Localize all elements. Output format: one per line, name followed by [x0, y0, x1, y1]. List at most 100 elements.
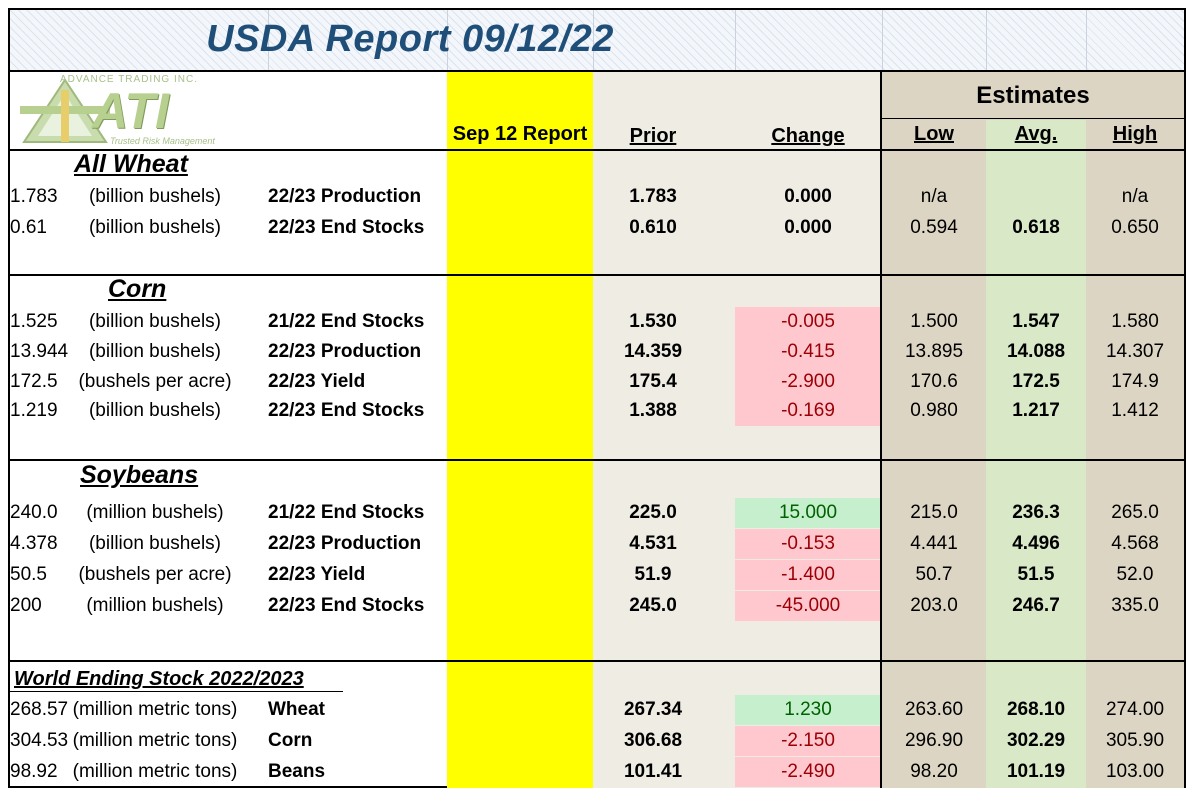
cell-report: 0.61 — [10, 217, 47, 238]
cell-high: 0.650 — [1111, 217, 1159, 238]
cell-unit: (billion bushels) — [88, 311, 221, 332]
cell-prior: 225.0 — [629, 502, 677, 523]
cell-prior: 1.530 — [629, 311, 677, 332]
cell-prior: 306.68 — [623, 730, 683, 751]
cell-prior: 101.41 — [623, 761, 683, 782]
table-row: (billion bushels) 22/23 Production 13.944 1… — [10, 337, 1184, 367]
cell-change: -1.400 — [735, 560, 881, 590]
ati-triangle-icon — [20, 78, 110, 143]
corn-section-rule — [10, 459, 1184, 461]
cell-low: 4.441 — [910, 533, 958, 554]
cell-avg: 0.618 — [1012, 217, 1060, 238]
table-row: (million bushels) 22/23 End Stocks 200 245.… — [10, 591, 1184, 621]
cell-avg: 236.3 — [1012, 502, 1060, 523]
cell-high: 305.90 — [1105, 730, 1165, 751]
cell-high: 52.0 — [1116, 564, 1154, 585]
cell-low: 1.500 — [910, 311, 958, 332]
table-row: (billion bushels) 22/23 Production 4.378 4.… — [10, 529, 1184, 559]
usda-report-table: USDA Report 09/12/22 ADVANCE TRADING INC… — [8, 8, 1186, 788]
cell-label: 22/23 End Stocks — [268, 400, 425, 421]
cell-label: 22/23 End Stocks — [268, 595, 425, 616]
cell-high: 335.0 — [1111, 595, 1159, 616]
cell-label: 22/23 Yield — [268, 371, 366, 392]
cell-avg: 268.10 — [1006, 699, 1066, 720]
cell-report: 200 — [10, 595, 42, 616]
cell-change: -2.900 — [735, 367, 881, 397]
high-header: High — [1112, 123, 1158, 145]
section-corn: Corn — [108, 275, 167, 303]
cell-avg: 172.5 — [1012, 371, 1060, 392]
table-row: (million metric tons) Corn 304.53 306.68 -2.… — [10, 726, 1184, 756]
table-row: (million metric tons) Beans 98.92 101.41 -2.… — [10, 757, 1184, 787]
estimates-subheader-line — [882, 118, 1184, 119]
cell-unit: (million metric tons) — [72, 730, 238, 751]
section-all-wheat: All Wheat — [74, 150, 188, 178]
table-row: (billion bushels) 22/23 Production 1.783 1.… — [10, 182, 1184, 212]
cell-report: 1.525 — [10, 311, 58, 332]
cell-avg: 1.217 — [1012, 400, 1060, 421]
cell-report: 50.5 — [10, 564, 47, 585]
cell-avg: 4.496 — [1012, 533, 1060, 554]
cell-unit: (million metric tons) — [72, 699, 238, 720]
cell-unit: (million bushels) — [86, 595, 224, 616]
cell-avg: 101.19 — [1006, 761, 1066, 782]
cell-change: -45.000 — [735, 591, 881, 621]
cell-change: -2.150 — [735, 726, 881, 756]
cell-prior: 245.0 — [629, 595, 677, 616]
cell-label: 21/22 End Stocks — [268, 311, 425, 332]
cell-change: 1.230 — [735, 695, 881, 725]
cell-high: 274.00 — [1105, 699, 1165, 720]
cell-low: 13.895 — [904, 341, 964, 362]
avg-column-fill — [986, 120, 1086, 788]
cell-change: 15.000 — [735, 498, 881, 528]
cell-high: 1.412 — [1111, 400, 1159, 421]
cell-low: 203.0 — [910, 595, 958, 616]
cell-change: 0.000 — [784, 186, 832, 207]
cell-prior: 4.531 — [629, 533, 677, 554]
section-world-ending-stock: World Ending Stock 2022/2023 — [14, 668, 304, 690]
estimates-header: Estimates — [976, 82, 1090, 109]
cell-prior: 267.34 — [623, 699, 683, 720]
section-soybeans: Soybeans — [80, 461, 199, 489]
cell-unit: (million bushels) — [86, 502, 224, 523]
prior-header: Prior — [629, 125, 677, 147]
cell-unit: (billion bushels) — [88, 186, 221, 207]
cell-low: 296.90 — [904, 730, 964, 751]
cell-report: 13.944 — [10, 341, 69, 362]
change-header: Change — [771, 125, 845, 147]
cell-low: n/a — [920, 186, 948, 207]
cell-label: 22/23 Production — [268, 341, 422, 362]
world-title-underline — [10, 691, 343, 692]
cell-low: 215.0 — [910, 502, 958, 523]
cell-avg: 1.547 — [1012, 311, 1060, 332]
table-row: (bushels per acre) 22/23 Yield 50.5 51.9 -1.… — [10, 560, 1184, 590]
cell-report: 172.5 — [10, 371, 58, 392]
low-header: Low — [914, 123, 954, 145]
cell-prior: 51.9 — [634, 564, 672, 585]
cell-low: 0.594 — [910, 217, 958, 238]
wheat-section-rule — [10, 274, 1184, 276]
cell-avg — [986, 182, 1086, 212]
page-title: USDA Report 09/12/22 — [206, 18, 614, 60]
table-row: (billion bushels) 22/23 End Stocks 1.219 1.… — [10, 396, 1184, 426]
cell-report: 268.57 — [10, 699, 69, 720]
cell-high: 174.9 — [1111, 371, 1159, 392]
report-column-fill — [447, 72, 593, 788]
table-row: (billion bushels) 22/23 End Stocks 0.61 0.6… — [10, 213, 1184, 243]
cell-low: 98.20 — [910, 761, 958, 782]
cell-prior: 14.359 — [623, 341, 683, 362]
cell-label: 22/23 Yield — [268, 564, 366, 585]
cell-prior: 0.610 — [629, 217, 677, 238]
cell-unit: (bushels per acre) — [78, 371, 232, 392]
cell-report: 240.0 — [10, 502, 58, 523]
prior-column-fill — [593, 72, 881, 788]
report-header: Sep 12 Report — [452, 123, 588, 145]
cell-report: 1.219 — [10, 400, 58, 421]
logo-company-name: ADVANCE TRADING INC. — [60, 74, 198, 85]
cell-high: 14.307 — [1105, 341, 1165, 362]
cell-unit: (million metric tons) — [72, 761, 238, 782]
cell-low: 170.6 — [910, 371, 958, 392]
soybeans-section-rule — [10, 660, 1184, 662]
cell-report: 304.53 — [10, 730, 69, 751]
cell-label: Wheat — [268, 699, 325, 720]
